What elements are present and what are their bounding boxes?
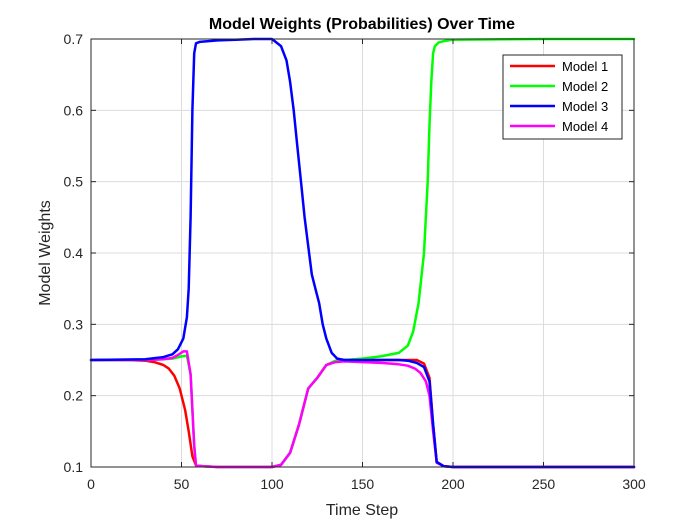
legend-label: Model 3 xyxy=(562,99,608,114)
x-tick-label: 150 xyxy=(351,476,375,492)
legend-label: Model 1 xyxy=(562,59,608,74)
x-tick-labels: 0 50 100 150 200 250 300 xyxy=(87,476,646,492)
x-tick-label: 50 xyxy=(174,476,190,492)
chart-title: Model Weights (Probabilities) Over Time xyxy=(209,16,515,33)
y-tick-label: 0.4 xyxy=(64,245,84,261)
legend-label: Model 4 xyxy=(562,119,608,134)
x-tick-label: 0 xyxy=(87,476,95,492)
y-tick-label: 0.1 xyxy=(64,459,84,475)
legend: Model 1 Model 2 Model 3 Model 4 xyxy=(502,54,623,140)
y-tick-label: 0.7 xyxy=(64,31,84,47)
series-lines xyxy=(89,37,636,469)
x-tick-label: 300 xyxy=(622,476,646,492)
y-tick-label: 0.2 xyxy=(64,388,84,404)
y-tick-label: 0.5 xyxy=(64,174,84,190)
x-tick-label: 250 xyxy=(532,476,556,492)
y-tick-labels: 0.1 0.2 0.3 0.4 0.5 0.6 0.7 xyxy=(64,31,84,475)
y-tick-label: 0.6 xyxy=(64,102,84,118)
legend-label: Model 2 xyxy=(562,79,608,94)
y-axis-title: Model Weights xyxy=(37,200,54,306)
x-tick-label: 200 xyxy=(441,476,465,492)
axis-ticks xyxy=(90,38,635,468)
series-line-model-3 xyxy=(89,37,636,469)
x-tick-label: 100 xyxy=(260,476,284,492)
x-axis-title: Time Step xyxy=(326,502,398,519)
y-tick-label: 0.3 xyxy=(64,316,84,332)
